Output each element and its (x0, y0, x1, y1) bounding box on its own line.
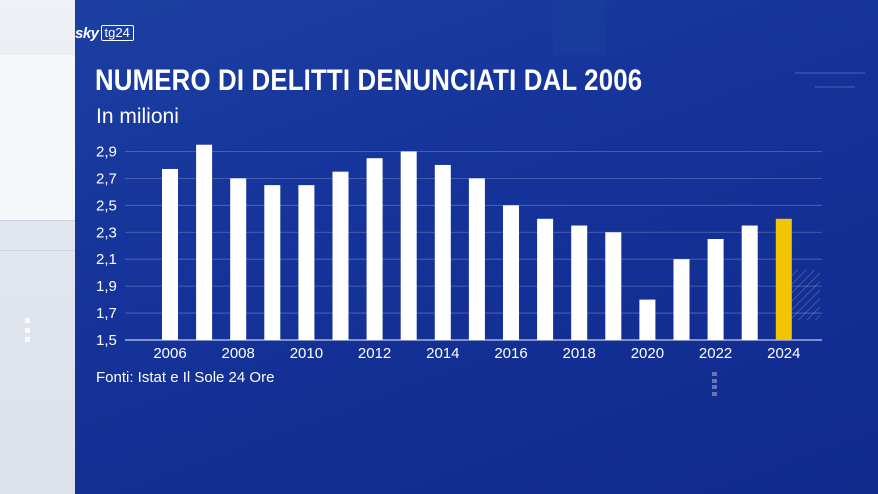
bar-2018 (571, 225, 588, 340)
tg24-logo-text: tg24 (100, 25, 134, 41)
y-tick-label: 1,7 (96, 305, 117, 322)
sky-logo-text: sky (75, 24, 99, 42)
bar-2011 (332, 171, 349, 340)
y-tick-label: 2,7 (96, 170, 117, 187)
y-tick-label: 2,3 (96, 224, 117, 241)
bar-2013 (400, 151, 417, 340)
bar-2023 (741, 225, 758, 340)
x-tick-label: 2024 (767, 345, 800, 362)
sky-tg24-logo: sky tg24 (75, 24, 134, 42)
bar-2014 (434, 164, 451, 340)
bar-2015 (468, 178, 485, 340)
bar-2009 (264, 185, 281, 340)
bar-2022 (707, 239, 724, 340)
x-tick-label: 2016 (494, 345, 527, 362)
bar-2006 (162, 168, 178, 340)
x-tick-label: 2006 (153, 345, 186, 362)
x-tick-label: 2020 (631, 345, 664, 362)
y-tick-label: 2,5 (96, 197, 117, 214)
bar-2019 (605, 232, 622, 340)
left-panel-divider (0, 250, 75, 276)
bar-2008 (230, 178, 247, 340)
y-tick-label: 2,1 (96, 251, 117, 268)
chart-title: NUMERO DI DELITTI DENUNCIATI DAL 2006 (95, 64, 643, 97)
x-tick-label: 2012 (358, 345, 391, 362)
decorative-block (553, 0, 605, 55)
y-tick-label: 1,5 (96, 332, 117, 349)
right-dots-decoration (712, 372, 717, 396)
bar-2021 (673, 259, 690, 340)
bar-2010 (298, 185, 315, 340)
x-tick-label: 2018 (563, 345, 596, 362)
bar-2024 (775, 218, 792, 340)
source-note: Fonti: Istat e Il Sole 24 Ore (96, 369, 275, 386)
decorative-line (815, 86, 855, 88)
bar-2016 (503, 205, 519, 340)
bar-2012 (366, 158, 383, 340)
left-background-strip (0, 0, 75, 494)
bar-2017 (537, 218, 554, 340)
x-tick-label: 2014 (426, 345, 459, 362)
decorative-line (795, 72, 865, 74)
y-tick-label: 2,9 (96, 143, 117, 160)
x-tick-label: 2008 (222, 345, 255, 362)
y-tick-label: 1,9 (96, 278, 117, 295)
x-tick-label: 2022 (699, 345, 732, 362)
bar-2020 (639, 299, 656, 340)
chart-subtitle: In milioni (96, 105, 179, 128)
x-tick-label: 2010 (290, 345, 323, 362)
bar-2007 (196, 144, 213, 340)
left-panel (0, 55, 75, 221)
left-dots-decoration (25, 318, 30, 342)
